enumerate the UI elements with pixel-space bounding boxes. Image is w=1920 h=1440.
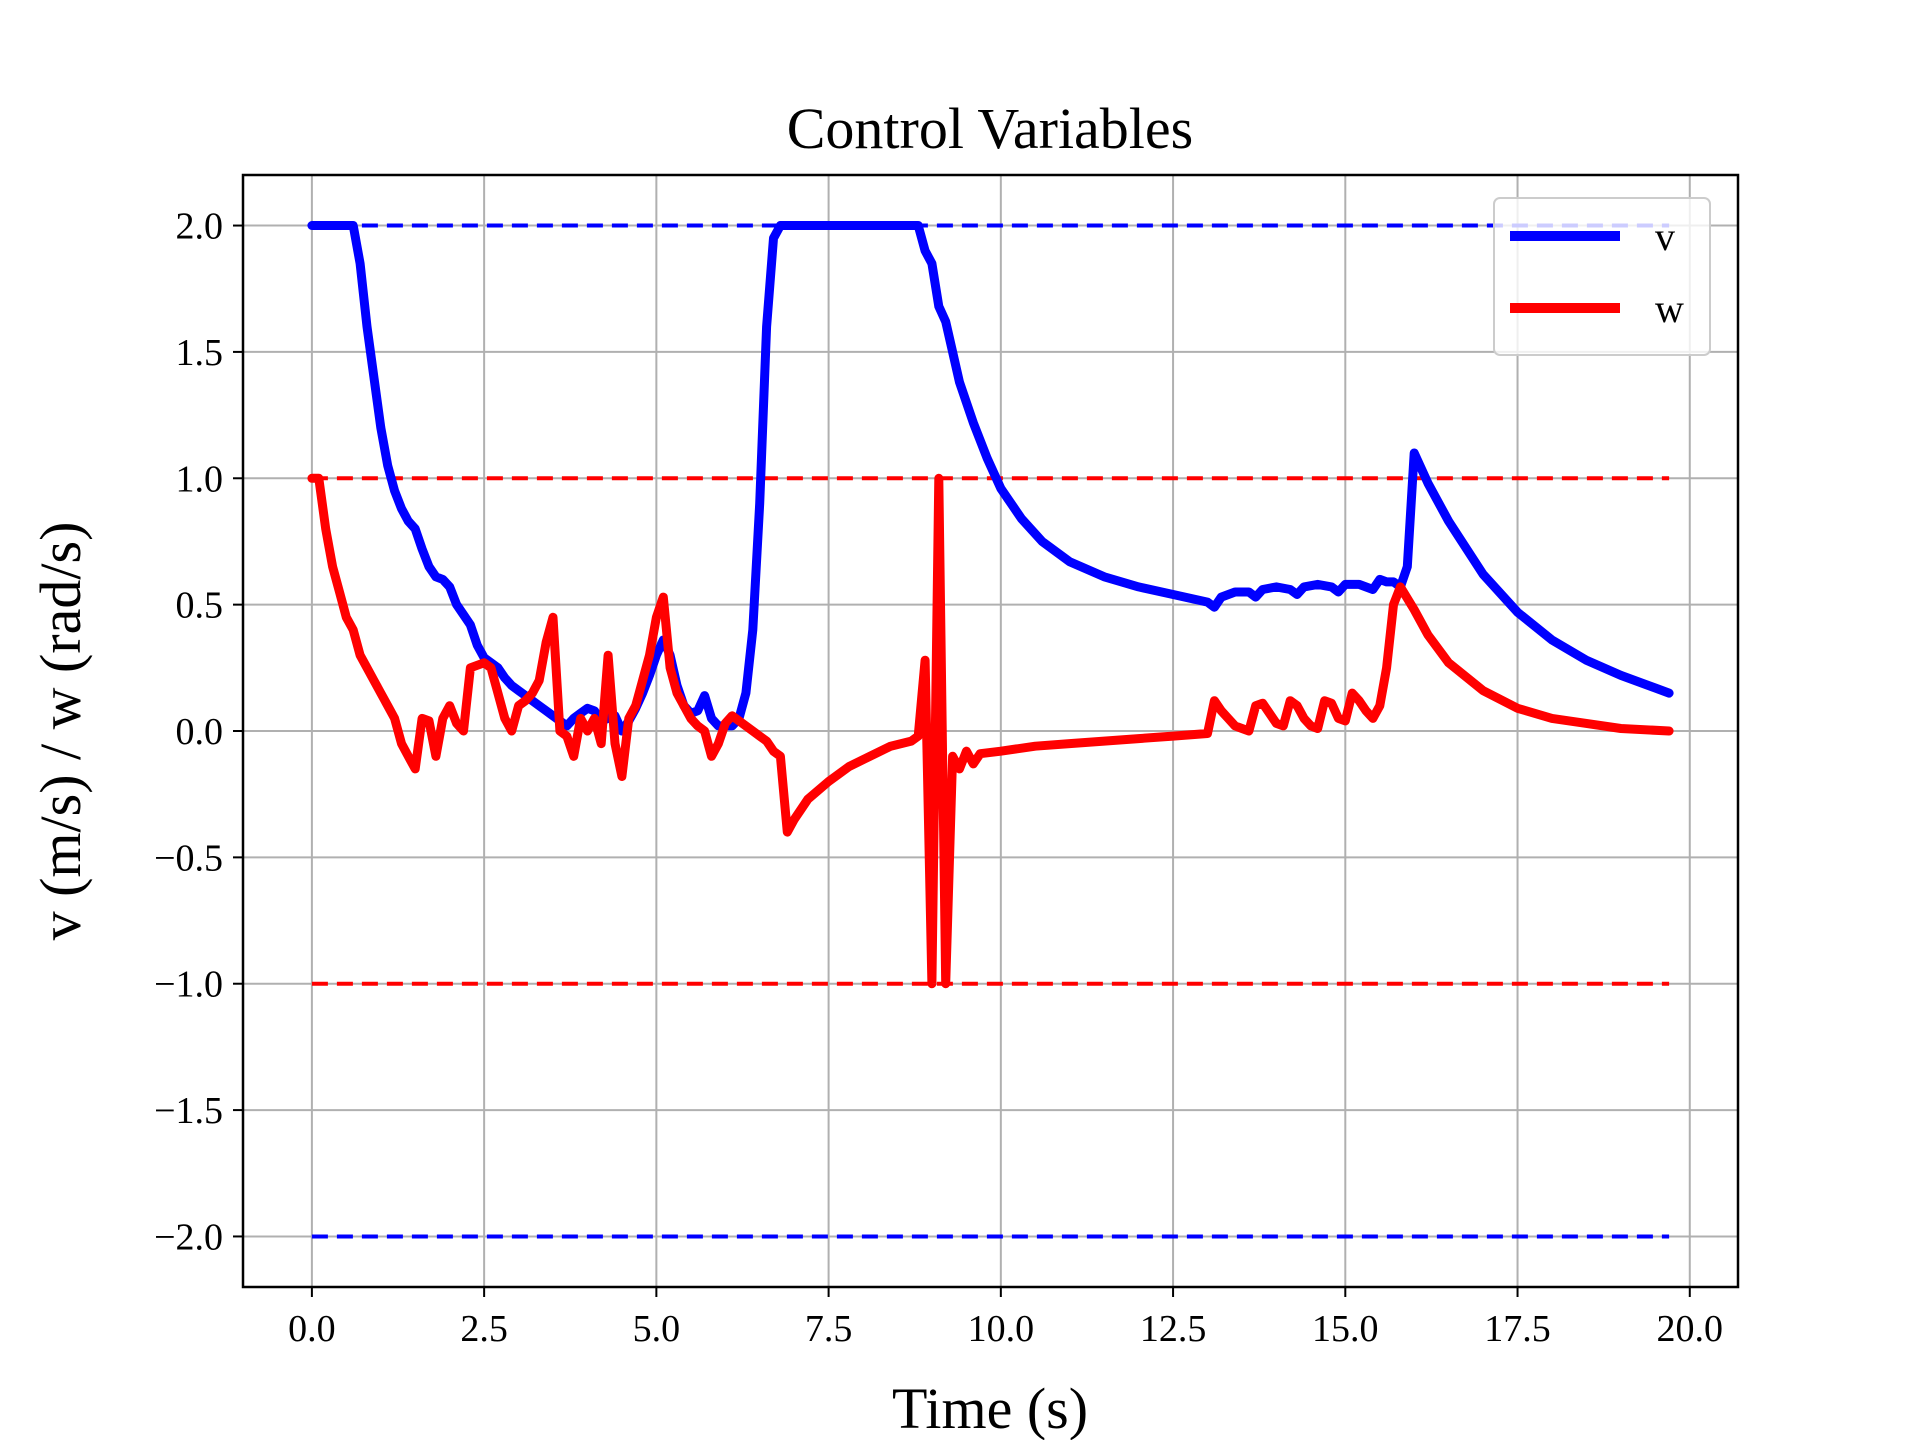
- y-tick-label-2: −1.0: [154, 964, 223, 1006]
- series-line-v: [307, 221, 1674, 736]
- bound-lines: [311, 223, 1670, 1239]
- x-axis-label: Time (s): [892, 1376, 1088, 1440]
- legend-box: [1493, 197, 1711, 356]
- x-tick-label-6: 15.0: [1312, 1308, 1379, 1350]
- legend-label-w: w: [1655, 286, 1684, 331]
- x-tick-label-8: 20.0: [1657, 1308, 1724, 1350]
- y-tick-label-4: 0.0: [176, 711, 224, 753]
- y-tick-label-8: 2.0: [176, 206, 224, 248]
- x-tick-label-7: 17.5: [1484, 1308, 1551, 1350]
- legend: v w: [1493, 197, 1711, 356]
- x-axis-ticks: 0.0 2.5 5.0 7.5 10.0 12.5 15.0 17.5 20.0: [288, 1287, 1723, 1350]
- x-tick-label-4: 10.0: [968, 1308, 1035, 1350]
- series-line-w: [307, 473, 1674, 989]
- x-tick-label-0: 0.0: [288, 1308, 336, 1350]
- y-tick-label-3: −0.5: [154, 837, 223, 879]
- y-tick-label-1: −1.5: [154, 1090, 223, 1132]
- chart-title: Control Variables: [787, 96, 1193, 161]
- y-axis-ticks: −2.0 −1.5 −1.0 −0.5 0.0 0.5 1.0 1.5 2.0: [154, 206, 243, 1258]
- series-lines: [307, 221, 1674, 989]
- y-tick-label-0: −2.0: [154, 1216, 223, 1258]
- y-tick-label-6: 1.0: [176, 458, 224, 500]
- legend-label-v: v: [1655, 214, 1675, 259]
- x-tick-label-2: 5.0: [633, 1308, 681, 1350]
- x-tick-label-3: 7.5: [805, 1308, 853, 1350]
- y-axis-label: v (m/s) / w (rad/s): [28, 522, 93, 941]
- x-tick-label-5: 12.5: [1140, 1308, 1207, 1350]
- x-tick-label-1: 2.5: [460, 1308, 508, 1350]
- y-tick-label-7: 1.5: [176, 332, 224, 374]
- y-tick-label-5: 0.5: [176, 585, 224, 627]
